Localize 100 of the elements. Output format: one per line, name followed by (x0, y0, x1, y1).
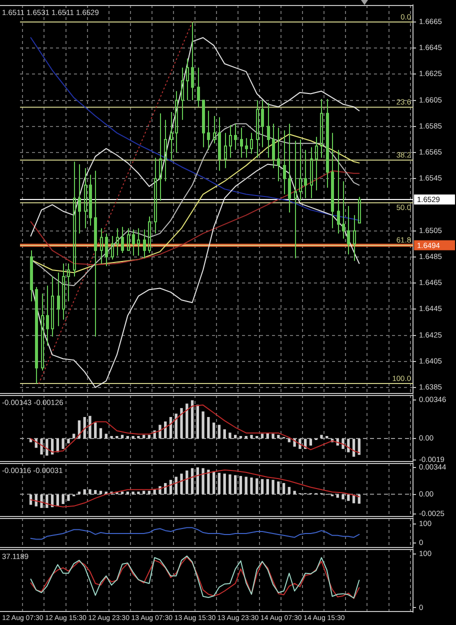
bar (67, 494, 70, 501)
candlestick (337, 149, 340, 234)
bar (88, 489, 92, 494)
bar (56, 438, 60, 452)
bar (137, 492, 140, 494)
bar (202, 468, 204, 494)
bar (78, 492, 81, 494)
bar (282, 483, 286, 494)
bar (99, 428, 102, 438)
candlestick (132, 229, 135, 256)
candlestick (164, 119, 167, 182)
bar (62, 494, 64, 504)
candlestick (57, 272, 60, 327)
bar (336, 494, 339, 498)
bar (223, 474, 226, 494)
bar (277, 434, 280, 438)
bar (94, 422, 97, 438)
candlestick (288, 123, 291, 214)
candlestick (175, 90, 178, 154)
bar (88, 416, 92, 438)
candlestick (207, 110, 210, 150)
bar (180, 408, 183, 438)
candlestick (197, 67, 200, 108)
bar (158, 424, 162, 438)
candlestick (35, 286, 38, 384)
candlestick (342, 180, 345, 240)
bar (196, 404, 199, 438)
bar (234, 434, 237, 438)
candlestick (277, 127, 280, 182)
bar (40, 494, 43, 508)
bar (256, 478, 258, 494)
bar (218, 424, 221, 438)
candlestick (267, 102, 270, 158)
candlestick (245, 138, 248, 158)
candlestick (137, 228, 140, 256)
bar (72, 434, 76, 438)
candlestick (30, 250, 33, 302)
bar (250, 434, 253, 438)
candlestick (73, 161, 76, 278)
candlestick (299, 138, 302, 202)
bar (244, 436, 248, 438)
candlestick (326, 98, 329, 188)
bar (94, 490, 97, 494)
candlestick (148, 216, 151, 254)
candlestick (51, 276, 54, 338)
bar (228, 432, 232, 438)
candlestick (159, 112, 162, 202)
bar (62, 438, 64, 449)
candlestick (347, 206, 350, 255)
candlestick (46, 285, 49, 346)
candlestick (256, 100, 259, 158)
bar (228, 474, 232, 494)
candlestick (62, 262, 65, 320)
bar (104, 434, 108, 438)
bar (174, 414, 178, 438)
bar (202, 411, 204, 438)
candlestick (315, 136, 318, 191)
bar (120, 434, 124, 438)
bar (293, 490, 296, 494)
candlestick (261, 100, 264, 148)
bar (132, 436, 134, 438)
bar (256, 436, 258, 438)
bar (116, 436, 118, 438)
bar (207, 470, 210, 494)
bar (272, 480, 274, 494)
bar (212, 471, 216, 494)
bar (260, 479, 264, 494)
candlestick (186, 58, 189, 101)
candlestick (105, 232, 108, 267)
candlestick (121, 226, 124, 254)
bar (190, 468, 194, 494)
bar (239, 476, 242, 494)
candlestick (127, 228, 130, 251)
candlestick (170, 112, 173, 161)
candlestick (213, 115, 216, 144)
bar (142, 434, 146, 438)
candlestick (84, 168, 87, 229)
bar (309, 438, 312, 446)
bar (207, 417, 210, 438)
candlestick (154, 157, 157, 234)
bar (326, 436, 328, 438)
candlestick (229, 124, 232, 158)
candlestick (304, 149, 307, 199)
bar (223, 429, 226, 438)
bar (342, 494, 344, 500)
bar (120, 492, 124, 494)
bar (67, 438, 70, 444)
bar (126, 492, 129, 494)
candlestick (116, 228, 119, 256)
candlestick (111, 236, 114, 260)
bar (137, 436, 140, 438)
candlestick (272, 123, 275, 169)
bar (148, 434, 151, 438)
candlestick (202, 100, 205, 148)
bar (40, 438, 43, 455)
candlestick (67, 262, 70, 302)
candlestick (250, 132, 253, 154)
bar (358, 438, 360, 455)
bar (244, 476, 248, 494)
bar (234, 475, 237, 494)
